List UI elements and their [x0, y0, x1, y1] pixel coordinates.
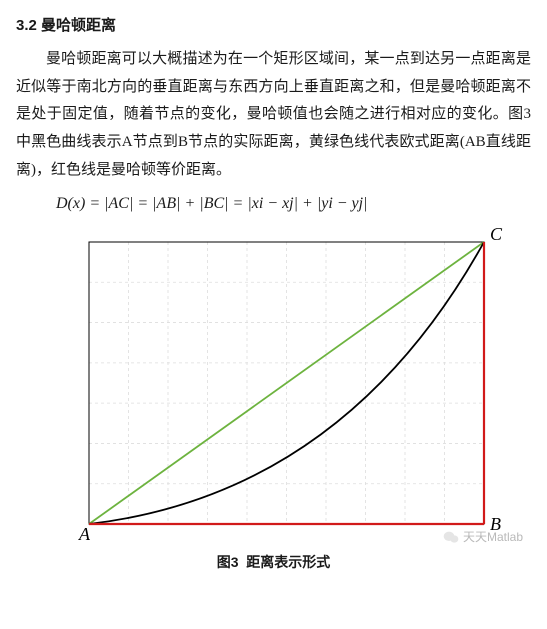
- point-a-label: A: [78, 524, 91, 544]
- watermark-text: 天天Matlab: [463, 526, 523, 548]
- figure: A B C 天天Matlab 图3 距离表示形式: [16, 224, 531, 576]
- figure-caption: 图3 距离表示形式: [16, 550, 531, 576]
- wechat-icon: [443, 530, 459, 544]
- plot-bg: [44, 224, 504, 544]
- section-number: 3.2: [16, 17, 37, 34]
- section-heading: 3.2 曼哈顿距离: [16, 12, 531, 40]
- caption-text: 距离表示形式: [246, 554, 330, 570]
- distance-plot: A B C: [44, 224, 504, 544]
- formula: D(x) = |AC| = |AB| + |BC| = |xi − xj| + …: [56, 189, 531, 219]
- body-paragraph: 曼哈顿距离可以大概描述为在一个矩形区域间，某一点到达另一点距离是近似等于南北方向…: [16, 46, 531, 185]
- watermark: 天天Matlab: [443, 526, 523, 548]
- section-title: 曼哈顿距离: [41, 17, 116, 34]
- formula-text: D(x) = |AC| = |AB| + |BC| = |xi − xj| + …: [56, 195, 368, 212]
- point-c-label: C: [490, 224, 503, 244]
- caption-number: 图3: [217, 554, 239, 570]
